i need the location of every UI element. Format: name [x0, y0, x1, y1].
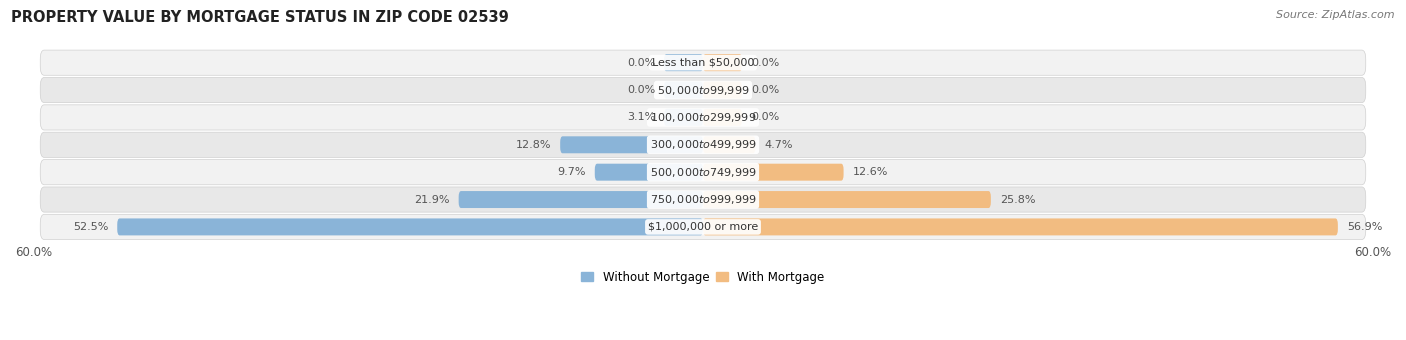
Legend: Without Mortgage, With Mortgage: Without Mortgage, With Mortgage: [576, 266, 830, 288]
Text: $500,000 to $749,999: $500,000 to $749,999: [650, 166, 756, 179]
FancyBboxPatch shape: [703, 164, 844, 181]
FancyBboxPatch shape: [41, 159, 1365, 185]
Text: 0.0%: 0.0%: [627, 58, 655, 68]
FancyBboxPatch shape: [664, 54, 703, 71]
Text: $750,000 to $999,999: $750,000 to $999,999: [650, 193, 756, 206]
Text: 0.0%: 0.0%: [751, 85, 779, 95]
FancyBboxPatch shape: [703, 218, 1339, 235]
FancyBboxPatch shape: [703, 54, 742, 71]
Text: $1,000,000 or more: $1,000,000 or more: [648, 222, 758, 232]
Text: 56.9%: 56.9%: [1347, 222, 1382, 232]
Text: $100,000 to $299,999: $100,000 to $299,999: [650, 111, 756, 124]
FancyBboxPatch shape: [41, 132, 1365, 157]
FancyBboxPatch shape: [703, 82, 742, 99]
Text: 12.6%: 12.6%: [852, 167, 887, 177]
FancyBboxPatch shape: [41, 78, 1365, 103]
FancyBboxPatch shape: [41, 214, 1365, 239]
FancyBboxPatch shape: [41, 105, 1365, 130]
FancyBboxPatch shape: [703, 136, 755, 153]
FancyBboxPatch shape: [703, 191, 991, 208]
FancyBboxPatch shape: [664, 109, 703, 126]
FancyBboxPatch shape: [117, 218, 703, 235]
FancyBboxPatch shape: [41, 50, 1365, 75]
Text: 21.9%: 21.9%: [415, 194, 450, 205]
Text: 4.7%: 4.7%: [765, 140, 793, 150]
Text: 52.5%: 52.5%: [73, 222, 108, 232]
FancyBboxPatch shape: [560, 136, 703, 153]
FancyBboxPatch shape: [458, 191, 703, 208]
Text: Less than $50,000: Less than $50,000: [652, 58, 754, 68]
Text: 12.8%: 12.8%: [516, 140, 551, 150]
Text: PROPERTY VALUE BY MORTGAGE STATUS IN ZIP CODE 02539: PROPERTY VALUE BY MORTGAGE STATUS IN ZIP…: [11, 10, 509, 25]
Text: 25.8%: 25.8%: [1000, 194, 1035, 205]
Text: $50,000 to $99,999: $50,000 to $99,999: [657, 84, 749, 97]
FancyBboxPatch shape: [41, 187, 1365, 212]
Text: Source: ZipAtlas.com: Source: ZipAtlas.com: [1277, 10, 1395, 20]
FancyBboxPatch shape: [703, 109, 742, 126]
Text: 0.0%: 0.0%: [627, 85, 655, 95]
Text: 0.0%: 0.0%: [751, 58, 779, 68]
Text: 0.0%: 0.0%: [751, 113, 779, 122]
Text: 9.7%: 9.7%: [557, 167, 586, 177]
FancyBboxPatch shape: [664, 82, 703, 99]
Text: 3.1%: 3.1%: [627, 113, 655, 122]
Text: $300,000 to $499,999: $300,000 to $499,999: [650, 138, 756, 151]
FancyBboxPatch shape: [595, 164, 703, 181]
